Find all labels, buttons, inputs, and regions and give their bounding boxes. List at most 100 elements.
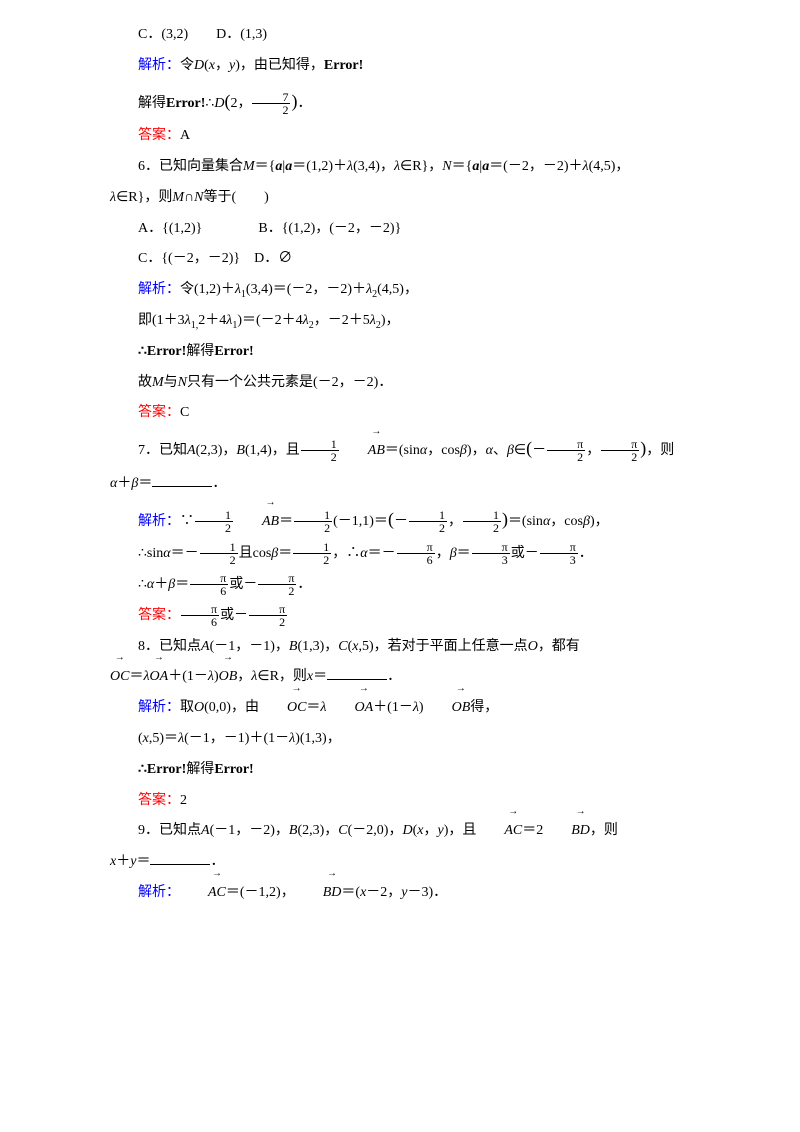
var-O: O [528,639,538,654]
t: ＝ [279,514,293,529]
t: ＋(1－ [373,700,413,715]
t: 、 [493,443,507,458]
vector-OC: OC [259,693,306,724]
t: ∴sin [138,546,163,561]
error-text: Error! [147,344,186,359]
t: ＋ [117,476,131,491]
var-beta: β [583,514,590,529]
line-q6-cont: λ∈R}，则M∩N等于( ) [110,183,710,214]
t: 令 [180,58,194,73]
fraction: 12 [293,541,331,566]
t: )， [590,514,609,529]
period: ． [297,96,311,111]
t: － [394,514,408,529]
fraction: π6 [190,572,228,597]
line-answer-7: 答案：π6或－π2 [110,601,710,632]
vector-AB: AB [340,436,385,467]
t: ， [237,669,251,684]
num: 1 [195,509,233,522]
den: 3 [472,554,510,566]
t: ∴ [138,762,147,777]
t: )＝(－2＋4 [237,313,302,328]
fraction: 12 [301,438,339,463]
t: 解得 [186,762,214,777]
t: ∈ [514,443,526,458]
t: ∴ [138,577,147,592]
t: ∈R}， [400,159,442,174]
var-M: M [152,375,164,390]
fraction: 12 [200,541,238,566]
vector-BD: BD [295,878,342,909]
t: 且cos [239,546,272,561]
t: (－2,0)， [348,823,403,838]
den: 2 [252,104,290,116]
t: ＝(－1,2)， [226,885,295,900]
var-C: C [338,639,347,654]
var-O: O [194,700,204,715]
t: ． [579,546,593,561]
fraction: π3 [540,541,578,566]
t: (4,5)， [377,282,418,297]
t: ，∴ [332,546,360,561]
t: ＝ [457,546,471,561]
den: 2 [409,522,447,534]
line-error-8: ∴Error!解得Error! [110,755,710,786]
t: )(1,3)， [295,731,341,746]
t: ，则 [646,443,674,458]
line-opt-ab: A．{(1,2)} B．{(1,2)，(－2，－2)} [110,214,710,245]
t: 等于( ) [203,190,268,205]
t: ∴ [138,344,147,359]
t: )，且 [444,823,477,838]
t: ． [387,669,401,684]
answer-label: 答案： [138,793,180,808]
var-C: C [338,823,347,838]
den: 2 [249,616,287,628]
fraction: 12 [463,509,501,534]
var-beta: β [460,443,467,458]
fraction: π3 [472,541,510,566]
var-alpha: α [360,546,367,561]
fill-blank [150,851,210,865]
t: ， [586,443,600,458]
t: ，cos [427,443,460,458]
den: 6 [397,554,435,566]
var-M: M [172,190,184,205]
line-q8: 8．已知点A(－1，－1)，B(1,3)，C(x,5)，若对于平面上任意一点O，… [110,632,710,663]
t: 取 [180,700,194,715]
t: ＝{ [452,159,473,174]
t: )，由已知得， [235,58,324,73]
fraction: 12 [294,509,332,534]
fraction: 12 [409,509,447,534]
t: 解得 [186,344,214,359]
vector-AB: AB [234,507,279,538]
t: 只有一个公共元素是(－2，－2)． [187,375,392,390]
var-A: A [201,639,210,654]
analysis-label: 解析： [138,700,180,715]
t: － [532,443,546,458]
vector-OC: OC [110,662,129,693]
var-alpha: α [486,443,493,458]
line-q8-cont: OC＝λOA＋(1－λ)OB，λ∈R，则x＝． [110,662,710,693]
t: ＝ [278,546,292,561]
t: －3)． [408,885,448,900]
t: ∵ [180,514,194,529]
t: ＝ [175,577,189,592]
line-conclude-6: 故M与N只有一个公共元素是(－2，－2)． [110,368,710,399]
var-D: D [194,58,204,73]
fraction: π2 [547,438,585,463]
t: ＝－ [171,546,199,561]
t: 2， [230,96,251,111]
t: ∩ [184,190,194,205]
vector-AC: AC [180,878,226,909]
t: ＝－ [368,546,396,561]
answer-value: A [180,128,190,143]
den: 2 [547,451,585,463]
t: ＝{ [255,159,276,174]
t: (－1，－1)， [210,639,289,654]
var-M: M [243,159,255,174]
analysis-label: 解析： [138,58,180,73]
t: 9．已知点 [138,823,201,838]
error-text: Error! [324,58,363,73]
error-text: Error! [214,344,253,359]
t: 8．已知点 [138,639,201,654]
